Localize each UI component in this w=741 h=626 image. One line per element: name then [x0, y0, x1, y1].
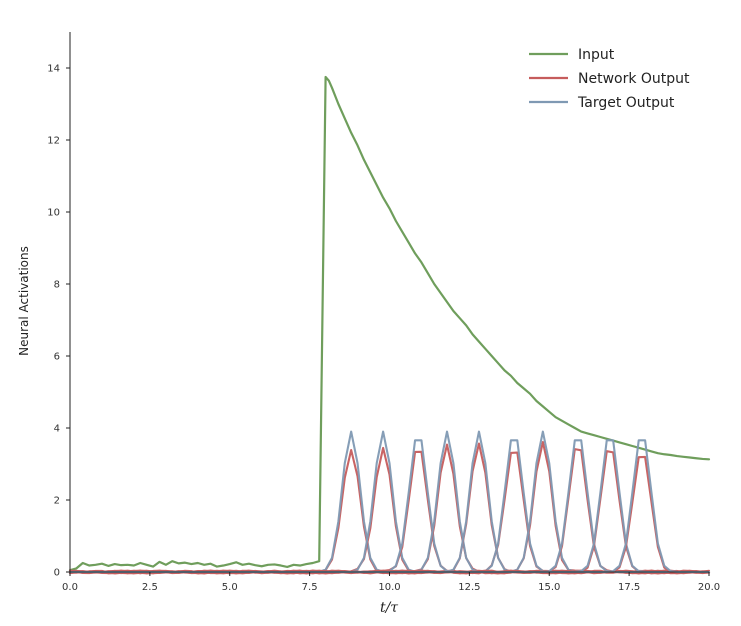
- y-tick-label: 4: [54, 424, 60, 435]
- legend-label-network-output: Network Output: [578, 71, 690, 87]
- x-tick-label: 12.5: [458, 582, 480, 593]
- y-tick-label: 14: [47, 64, 60, 75]
- y-tick-label: 10: [47, 208, 60, 219]
- y-ticks: 0 2 4 6 8 10 12 14: [47, 64, 70, 579]
- x-tick-label: 17.5: [618, 582, 640, 593]
- input-series-line: [68, 75, 711, 572]
- y-tick-label: 8: [54, 280, 60, 291]
- legend-label-target-output: Target Output: [577, 95, 675, 111]
- x-tick-label: 15.0: [538, 582, 560, 593]
- legend-label-input: Input: [578, 47, 615, 63]
- x-tick-label: 7.5: [302, 582, 318, 593]
- x-tick-label: 0.0: [62, 582, 78, 593]
- legend: Input Network Output Target Output: [529, 47, 690, 111]
- x-tick-label: 2.5: [142, 582, 158, 593]
- x-tick-label: 20.0: [698, 582, 720, 593]
- y-axis-title: Neural Activations: [17, 246, 31, 356]
- y-tick-label: 6: [54, 352, 60, 363]
- y-tick-label: 2: [54, 496, 60, 507]
- x-ticks: 0.0 2.5 5.0 7.5 10.0 12.5 15.0 17.5 20.0: [62, 572, 720, 593]
- y-tick-label: 12: [47, 136, 60, 147]
- plot-lines: [68, 75, 711, 575]
- x-tick-label: 5.0: [222, 582, 238, 593]
- x-tick-label: 10.0: [378, 582, 400, 593]
- y-tick-label: 0: [54, 568, 60, 579]
- x-axis-title: t/τ: [380, 600, 398, 616]
